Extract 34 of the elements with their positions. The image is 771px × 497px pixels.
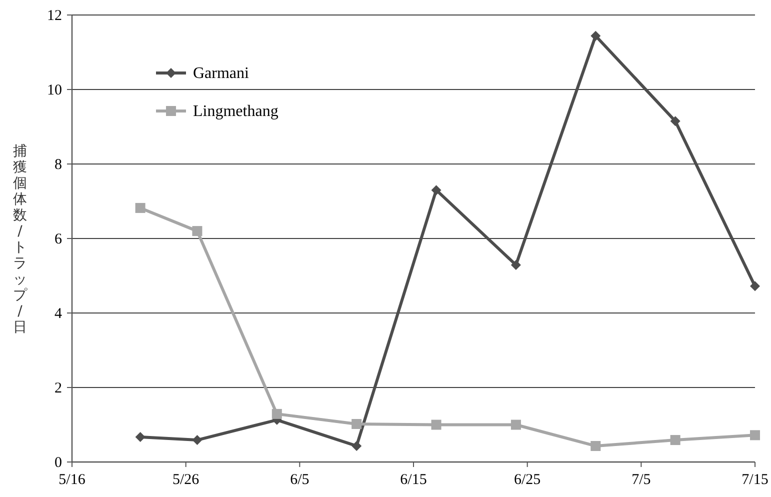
- point: [431, 420, 442, 430]
- point: [352, 440, 362, 451]
- point: [192, 435, 202, 446]
- x-tick-label: 7/5: [632, 472, 651, 488]
- y-tick-label: 0: [54, 455, 62, 471]
- point: [272, 408, 282, 419]
- x-tick-label: 7/15: [742, 472, 768, 488]
- point: [590, 440, 601, 451]
- y-tick-label: 10: [47, 82, 62, 98]
- x-tick-label: 5/16: [58, 472, 86, 488]
- y-tick-label: 4: [54, 306, 62, 322]
- point: [750, 430, 760, 440]
- text: 捕獲個体数/トラップ/日: [13, 144, 27, 336]
- point: [750, 281, 760, 292]
- x-tick-label: 5/26: [172, 472, 200, 488]
- point: [670, 435, 680, 446]
- point: [352, 419, 362, 430]
- x-tick-label: 6/25: [514, 472, 541, 488]
- legend-label: Lingmethang: [193, 103, 278, 120]
- point: [135, 432, 146, 442]
- point: [670, 116, 680, 126]
- x-tick-label: 6/15: [400, 472, 427, 488]
- x-tick-label: 6/5: [290, 472, 310, 488]
- legend-label: Garmani: [193, 65, 250, 82]
- y-tick-label: 2: [54, 380, 62, 396]
- point: [510, 260, 521, 270]
- point: [192, 226, 202, 236]
- point: [510, 420, 521, 430]
- y-tick-label: 6: [54, 232, 62, 248]
- point: [431, 185, 442, 196]
- y-tick-label: 12: [47, 8, 62, 24]
- point: [590, 30, 601, 41]
- point: [135, 202, 146, 213]
- y-tick-label: 8: [54, 157, 62, 173]
